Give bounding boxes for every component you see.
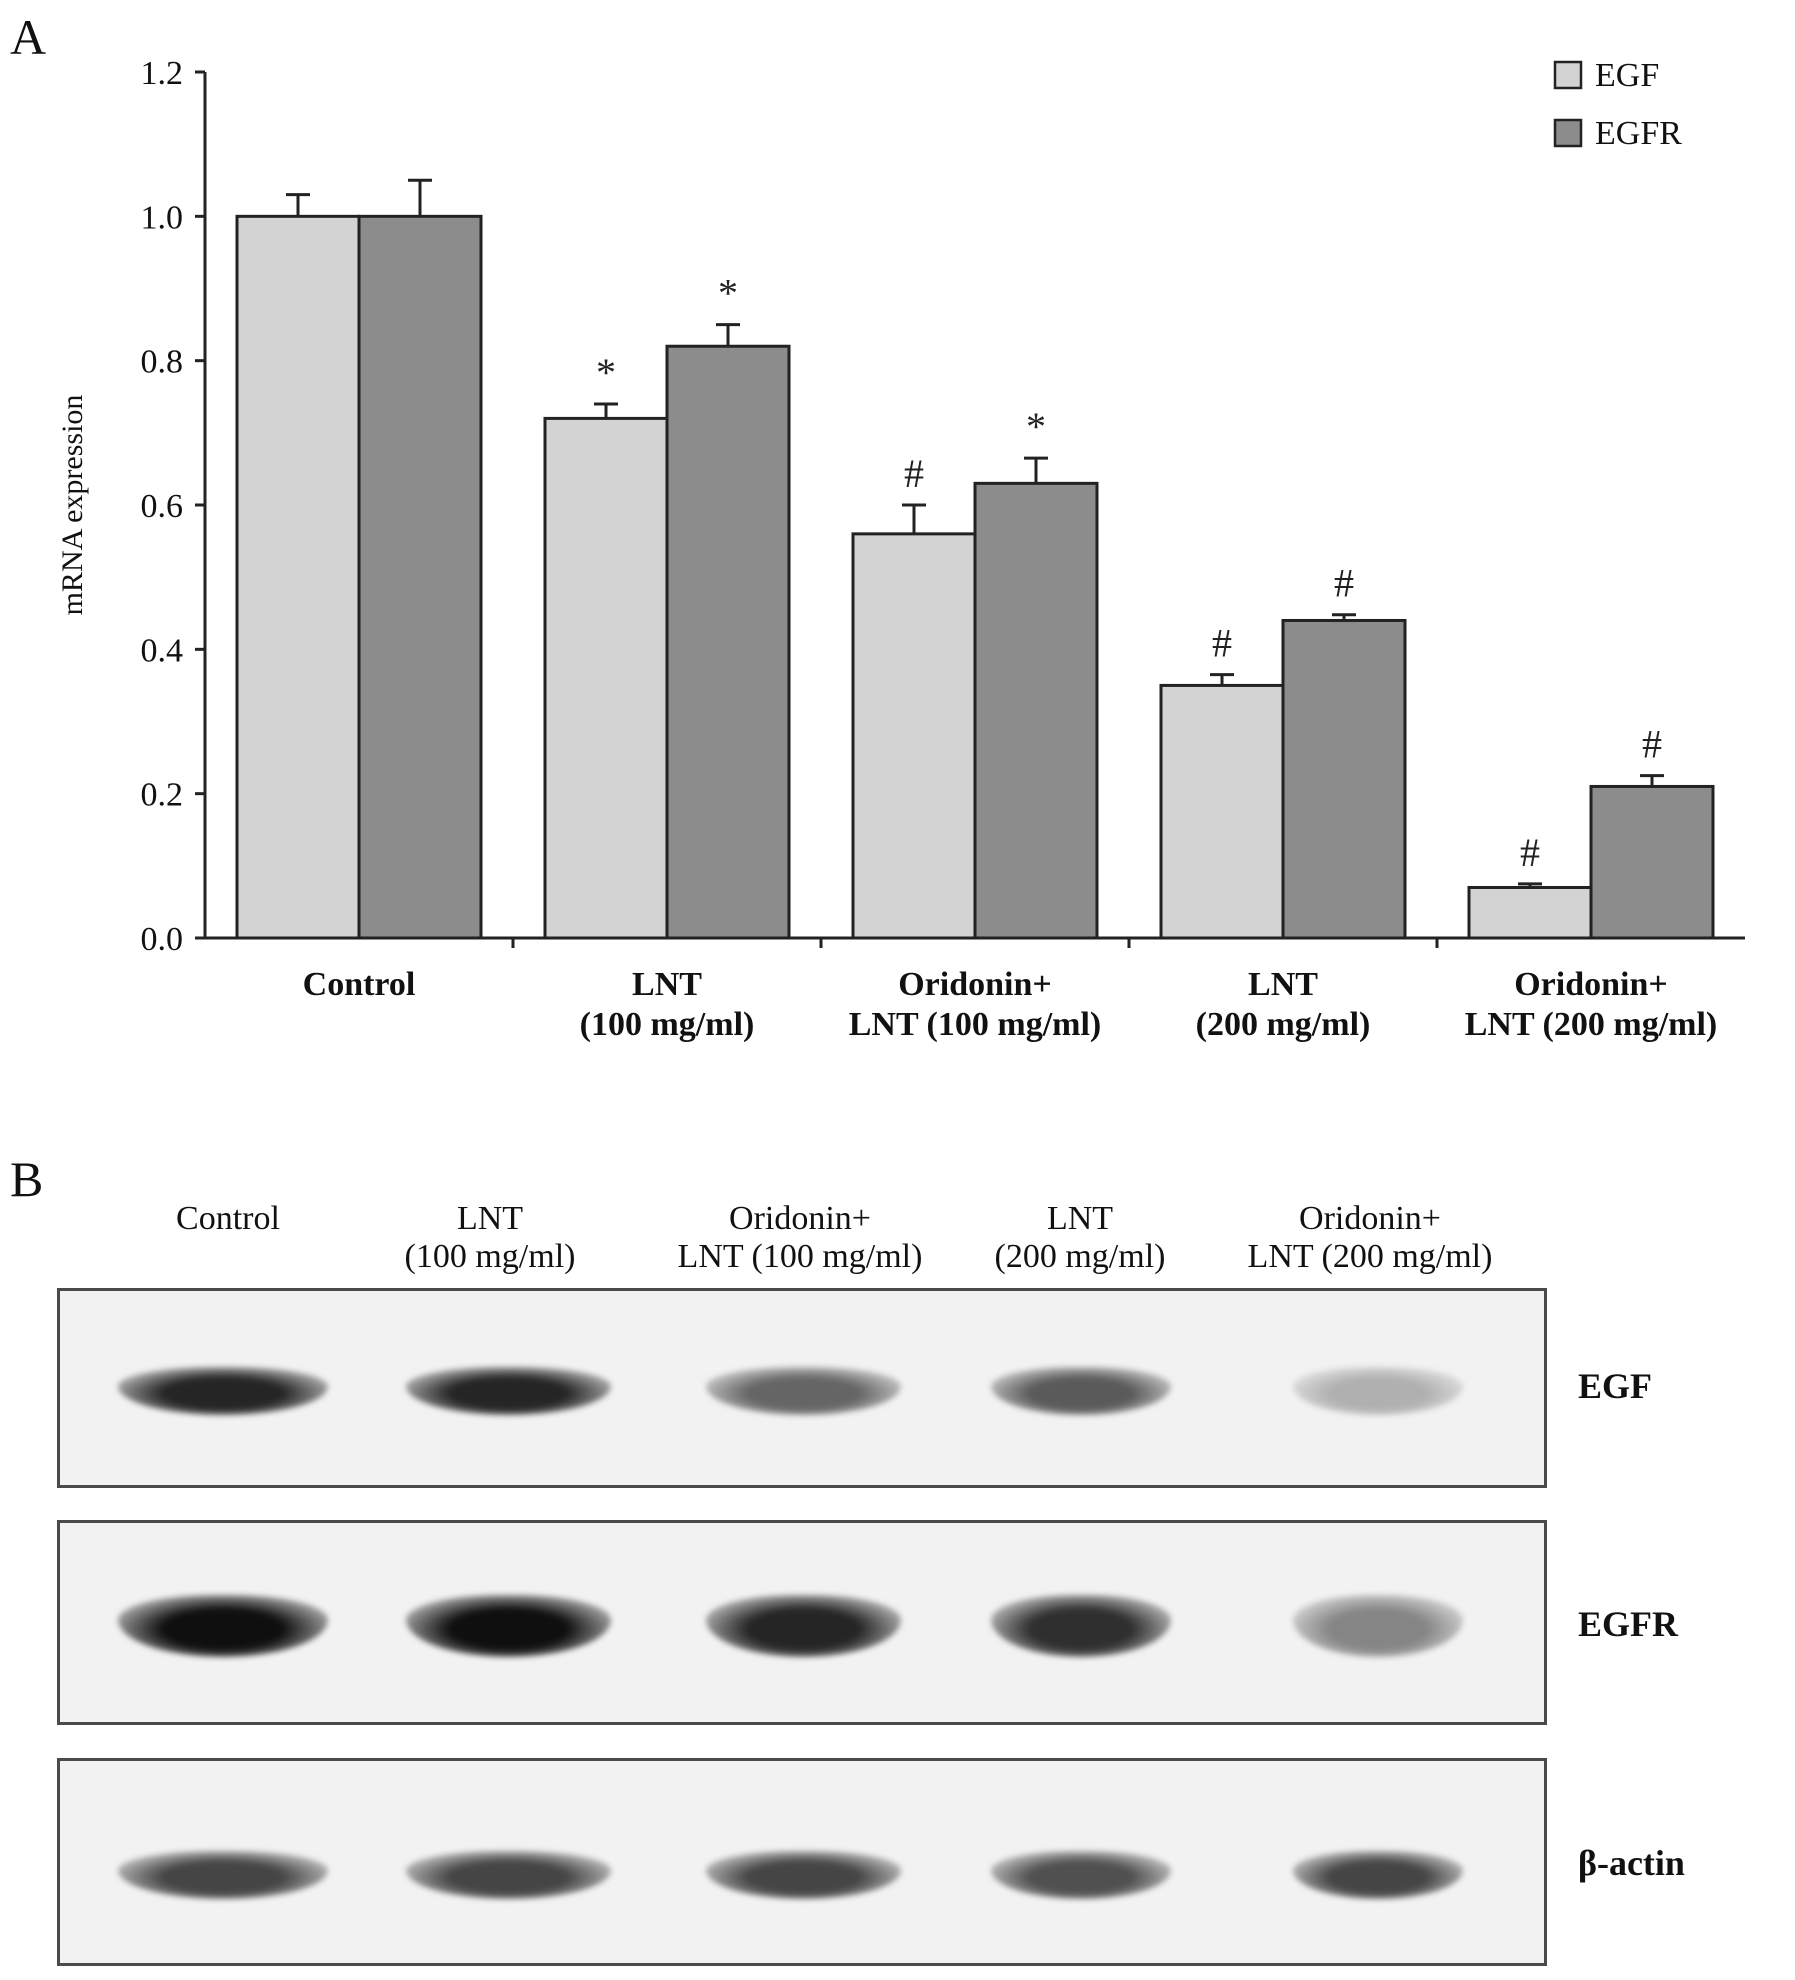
significance-mark: * [1026, 404, 1046, 449]
x-category-label: (200 mg/ml) [1196, 1006, 1371, 1043]
gel-band [705, 1594, 901, 1657]
x-category-label: LNT (100 mg/ml) [849, 1006, 1101, 1043]
significance-mark: # [1334, 561, 1354, 606]
bar-egf [1159, 683, 1285, 940]
x-category-label: LNT [632, 966, 702, 1003]
y-tick-label: 1.0 [141, 199, 184, 236]
gel-band [1293, 1594, 1463, 1657]
significance-mark: * [718, 271, 738, 316]
lane-label-oridonin-lnt200: Oridonin+ LNT (200 mg/ml) [1220, 1200, 1520, 1276]
lane-label-line: Control [176, 1200, 280, 1237]
lane-label-control: Control [148, 1200, 308, 1238]
bar-egfr [973, 481, 1099, 940]
gel-band [991, 1851, 1171, 1899]
bar-egfr [357, 214, 483, 940]
gel-band [405, 1851, 611, 1899]
lane-label-line: LNT (200 mg/ml) [1247, 1238, 1493, 1275]
lane-label-line: (100 mg/ml) [404, 1238, 576, 1275]
blot-egf [57, 1288, 1547, 1488]
blot-beta-actin [57, 1758, 1547, 1966]
x-category-label: Control [303, 966, 416, 1003]
panel-b: B Control LNT (100 mg/ml) Oridonin+ LNT … [0, 1150, 1795, 1980]
lane-label-line: LNT [1046, 1200, 1114, 1237]
y-tick-label: 0.6 [141, 488, 184, 525]
significance-mark: # [1520, 830, 1540, 875]
legend-label-egf: EGF [1595, 57, 1659, 94]
gel-band [1293, 1851, 1463, 1899]
y-tick-label: 0.4 [141, 632, 184, 669]
lane-label-line: LNT (100 mg/ml) [677, 1238, 923, 1275]
lane-label-oridonin-lnt100: Oridonin+ LNT (100 mg/ml) [650, 1200, 950, 1276]
bar-egfr [665, 344, 791, 940]
mrna-bar-chart: 0.0 0.2 0.4 0.6 0.8 1.0 1.2 mRNA expression Cont… [56, 55, 1745, 1043]
gel-band [118, 1367, 328, 1415]
x-category-label: LNT [1248, 966, 1318, 1003]
bar-egfr [1589, 784, 1715, 940]
lane-label-line: LNT [456, 1200, 524, 1237]
bar-egf [1467, 885, 1593, 940]
gel-band [118, 1851, 328, 1899]
bar-egf [235, 214, 361, 940]
lane-label-lnt100: LNT (100 mg/ml) [375, 1200, 605, 1276]
blot-egfr [57, 1520, 1547, 1725]
blot-label-egf: EGF [1578, 1366, 1653, 1406]
gel-band [1293, 1367, 1463, 1415]
y-tick-label: 0.0 [141, 921, 184, 958]
significance-mark: * [596, 350, 616, 395]
panel-b-letter: B [10, 1151, 44, 1207]
bar-egf [851, 532, 977, 940]
y-tick-label: 1.2 [141, 55, 184, 92]
legend-swatch-egfr [1553, 118, 1583, 148]
y-tick-label: 0.2 [141, 777, 184, 814]
blot-label-beta-actin: β-actin [1578, 1843, 1685, 1883]
legend-swatch-egf [1553, 60, 1583, 90]
blot-label-egfr: EGFR [1578, 1604, 1679, 1644]
gel-band [705, 1367, 901, 1415]
bar-egfr [1281, 618, 1407, 940]
lane-label-lnt200: LNT (200 mg/ml) [965, 1200, 1195, 1276]
x-category-label: Oridonin+ [898, 966, 1052, 1003]
lane-label-line: Oridonin+ [729, 1200, 871, 1237]
significance-mark: # [1642, 722, 1662, 767]
panel-a-letter: A [10, 9, 47, 65]
gel-band [705, 1851, 901, 1899]
gel-band [405, 1367, 611, 1415]
x-category-label: LNT (200 mg/ml) [1465, 1006, 1717, 1043]
y-axis-label: mRNA expression [56, 395, 89, 616]
y-tick-label: 0.8 [141, 344, 184, 381]
x-category-label: (100 mg/ml) [580, 1006, 755, 1043]
gel-band [405, 1594, 611, 1657]
gel-band [118, 1594, 328, 1657]
legend-label-egfr: EGFR [1595, 115, 1682, 152]
lane-label-line: (200 mg/ml) [994, 1238, 1166, 1275]
gel-band [991, 1367, 1171, 1415]
bar-egf [543, 416, 669, 940]
lane-label-line: Oridonin+ [1299, 1200, 1441, 1237]
gel-band [991, 1594, 1171, 1657]
x-category-label: Oridonin+ [1514, 966, 1668, 1003]
significance-mark: # [904, 451, 924, 496]
significance-mark: # [1212, 621, 1232, 666]
